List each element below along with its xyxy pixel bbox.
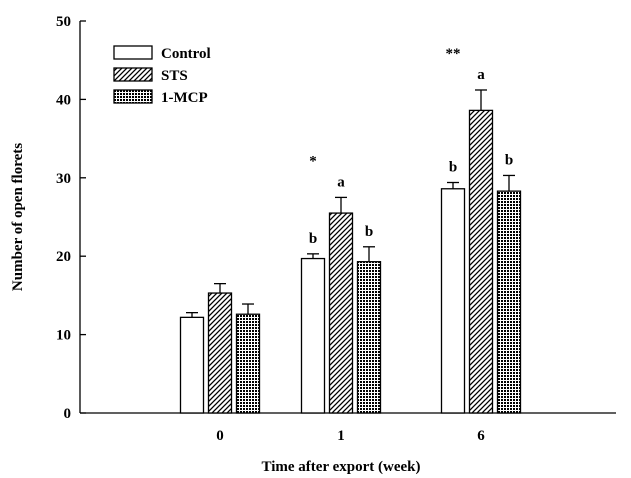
significance-letter: b: [505, 152, 513, 168]
bar: [440, 188, 466, 414]
x-tick-label: 0: [216, 428, 224, 444]
x-tick-label: 1: [337, 428, 345, 444]
legend-label: Control: [161, 46, 211, 62]
legend-label: STS: [161, 68, 188, 84]
bar: [356, 261, 382, 414]
y-tick-label: 20: [56, 249, 71, 265]
bar: [207, 292, 233, 414]
y-tick-label: 0: [64, 406, 72, 422]
axes: 0 10 20 30 40 50 0 1 6: [56, 14, 616, 444]
significance-letter: b: [365, 224, 373, 240]
y-tick-label: 40: [56, 92, 71, 108]
legend: Control STS 1-MCP: [113, 45, 211, 106]
bar: [235, 313, 261, 414]
legend-swatch: [113, 89, 153, 104]
legend-label: 1-MCP: [161, 90, 208, 106]
x-tick-label: 6: [477, 428, 485, 444]
bar: [496, 190, 522, 414]
significance-letter: a: [477, 67, 485, 83]
x-axis-title: Time after export (week): [262, 459, 421, 475]
legend-swatch: [113, 45, 153, 60]
y-tick-label: 30: [56, 171, 71, 187]
significance-stars: *: [309, 153, 317, 169]
y-tick-label: 10: [56, 328, 71, 344]
bar: [328, 212, 354, 414]
bar: [179, 316, 205, 414]
significance-stars: **: [446, 46, 461, 62]
bar: [468, 109, 494, 414]
significance-letter: b: [309, 231, 317, 247]
significance-letter: a: [337, 174, 345, 190]
legend-swatch: [113, 67, 153, 82]
bar: [300, 257, 326, 414]
significance-letter: b: [449, 160, 457, 176]
y-axis-title: Number of open florets: [10, 143, 26, 291]
y-tick-label: 50: [56, 14, 71, 30]
